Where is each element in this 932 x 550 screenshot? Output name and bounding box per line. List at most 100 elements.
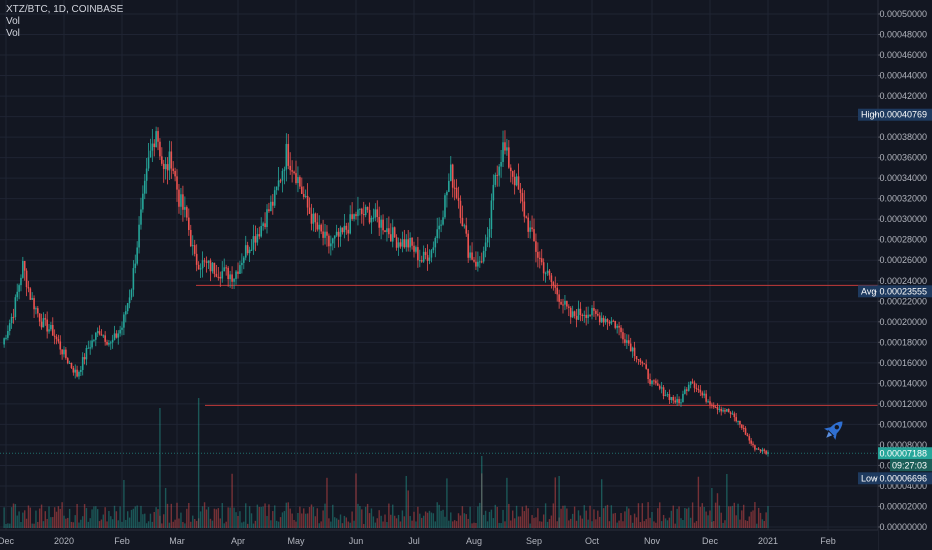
- volume-bars: [3, 398, 769, 528]
- candle-body: [471, 252, 473, 260]
- volume-bar: [471, 523, 473, 528]
- volume-bar: [757, 507, 760, 528]
- price-tick-label: 0.00014000: [879, 378, 927, 388]
- volume-bar: [10, 507, 13, 528]
- volume-bar: [190, 521, 192, 528]
- volume-bar: [266, 515, 268, 528]
- candle-body: [322, 231, 324, 238]
- candle-body: [407, 239, 409, 248]
- candle-body: [737, 420, 739, 422]
- candle-body: [301, 186, 303, 194]
- volume-bar: [724, 520, 726, 528]
- candle-body: [453, 187, 456, 189]
- volume-bar: [52, 517, 54, 528]
- candle-body: [254, 236, 257, 243]
- volume-bar: [219, 518, 221, 528]
- candle-body: [626, 340, 628, 343]
- volume-bar: [496, 506, 498, 528]
- candle-body: [591, 308, 593, 316]
- candle-body: [106, 341, 108, 345]
- avg-tag-value: - 0.00023555: [874, 286, 927, 296]
- candle-body: [633, 347, 636, 357]
- volume-bar: [726, 473, 728, 528]
- candle-body: [765, 450, 767, 454]
- candle-body: [720, 408, 723, 412]
- candle-body: [676, 399, 678, 403]
- volume-bar: [390, 514, 392, 528]
- candle-body: [593, 308, 595, 311]
- candle-body: [209, 260, 212, 272]
- volume-bar: [688, 507, 690, 528]
- candle-body: [664, 395, 667, 397]
- candle-body: [191, 245, 194, 247]
- volume-bar: [733, 502, 736, 528]
- candle-body: [682, 393, 684, 403]
- volume-bar: [419, 513, 421, 528]
- candle-body: [70, 362, 73, 368]
- volume-bar: [682, 519, 684, 528]
- volume-bar: [403, 516, 406, 528]
- candle-body: [620, 327, 622, 333]
- volume-bar: [742, 504, 745, 528]
- volume-bar: [397, 514, 400, 528]
- volume-bar: [417, 506, 419, 528]
- candle-body: [176, 176, 178, 190]
- volume-bar: [741, 510, 743, 528]
- volume-bar: [289, 508, 291, 528]
- volume-bar: [366, 503, 369, 528]
- volume-bar: [291, 513, 293, 528]
- candle-body: [223, 267, 226, 272]
- candle-body: [697, 388, 700, 390]
- volume-bar: [239, 511, 241, 528]
- candle-body: [502, 142, 504, 162]
- candle-body: [12, 316, 15, 318]
- volume-bar: [353, 520, 355, 528]
- volume-bar: [622, 521, 624, 528]
- candle-body: [370, 217, 373, 223]
- volume-bar: [442, 509, 444, 528]
- volume-bar: [571, 513, 574, 528]
- candle-body: [203, 260, 206, 262]
- candle-body: [268, 209, 270, 212]
- volume-bar: [347, 521, 349, 528]
- volume-bar: [186, 508, 188, 528]
- volume-bar: [349, 522, 351, 528]
- candle-body: [215, 273, 218, 277]
- volume-bar: [761, 519, 764, 528]
- volume-bar: [533, 518, 535, 528]
- candle-body: [132, 268, 135, 290]
- candle-body: [164, 164, 167, 170]
- volume-bar: [693, 522, 696, 528]
- candle-body: [748, 436, 751, 441]
- volume-bar: [337, 519, 340, 528]
- volume-bar: [649, 517, 651, 528]
- candle-body: [337, 231, 340, 237]
- volume-bar: [108, 510, 110, 528]
- volume-bar: [618, 520, 620, 528]
- volume-bar: [157, 509, 159, 528]
- volume-bar: [568, 520, 570, 528]
- candle-body: [612, 320, 615, 322]
- last-price-tag-bg: [878, 447, 932, 460]
- candle-body: [345, 225, 348, 230]
- candle-body: [455, 187, 458, 198]
- volume-bar: [98, 521, 101, 528]
- rocket-icon[interactable]: [820, 416, 848, 444]
- high-tag: High- 0.00040769: [858, 108, 932, 121]
- candle-body: [527, 217, 529, 232]
- volume-bar: [541, 521, 543, 528]
- candle-body: [391, 227, 394, 242]
- volume-bar: [701, 503, 703, 528]
- candle-body: [451, 164, 454, 188]
- candle-body: [130, 289, 133, 298]
- volume-bar: [102, 514, 104, 528]
- candle-body: [339, 227, 342, 237]
- candle-body: [651, 380, 653, 385]
- volume-bar: [488, 511, 491, 528]
- candle-body: [655, 380, 657, 384]
- volume-bar: [215, 509, 218, 528]
- volume-bar: [275, 520, 278, 528]
- candle-body: [583, 314, 586, 316]
- volume-bar: [130, 509, 133, 528]
